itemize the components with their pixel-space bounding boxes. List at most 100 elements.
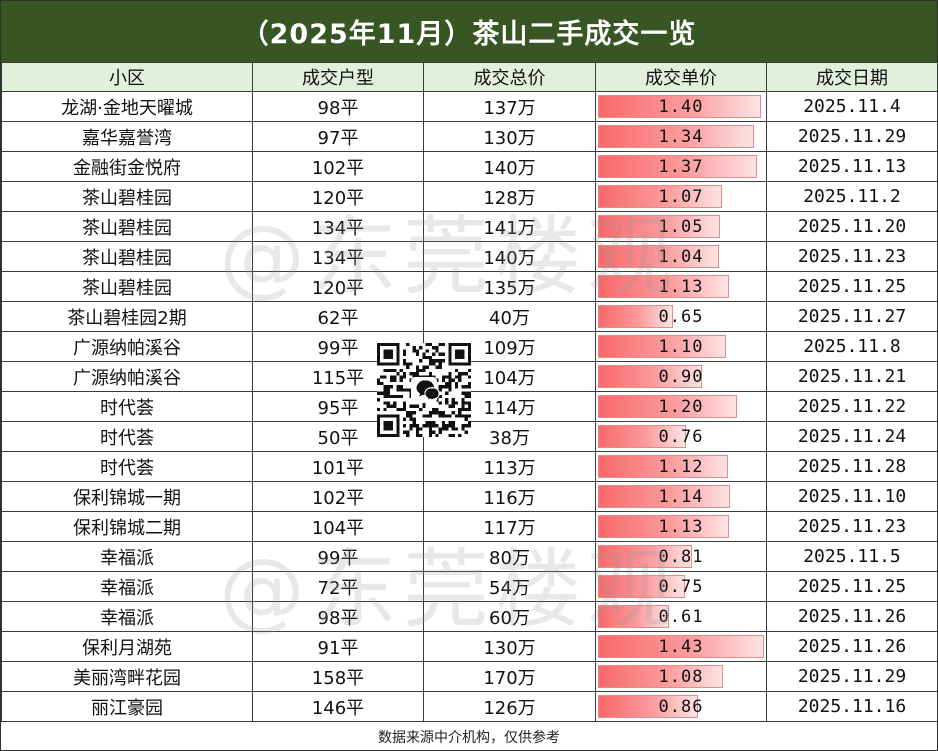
unit-price-data-bar [598,395,737,418]
total-price-cell: 137万 [423,91,596,122]
unit-price-cell: 1.34 [595,121,767,152]
unit-price-cell: 1.10 [595,331,767,362]
unit-price-cell: 1.08 [595,661,767,692]
table-header-row: 小区 成交户型 成交总价 成交单价 成交日期 [1,62,938,92]
table-body: 龙湖·金地天曜城 98平 137万 1.40 2025.11.4 嘉华嘉誉湾 97平 130万… [1,91,938,722]
layout-cell: 102平 [252,151,424,182]
header-layout: 成交户型 [252,62,424,92]
table-row: 美丽湾畔花园 158平 170万 1.08 2025.11.29 [1,661,938,692]
table-row: 保利锦城一期 102平 116万 1.14 2025.11.10 [1,481,938,512]
unit-price-data-bar [598,665,723,688]
page-title: （2025年11月）茶山二手成交一览 [1,1,937,62]
unit-price-value: 1.40 [658,97,704,117]
date-cell: 2025.11.23 [766,241,938,272]
layout-cell: 102平 [252,481,424,512]
unit-price-value: 1.13 [658,277,704,297]
community-cell: 广源纳帕溪谷 [1,361,253,392]
community-cell: 保利锦城二期 [1,511,253,542]
unit-price-value: 0.61 [658,607,704,627]
layout-cell: 62平 [252,301,424,332]
date-cell: 2025.11.29 [766,661,938,692]
total-price-cell: 170万 [423,661,596,692]
unit-price-cell: 1.40 [595,91,767,122]
unit-price-cell: 1.43 [595,631,767,662]
community-cell: 嘉华嘉誉湾 [1,121,253,152]
total-price-cell: 130万 [423,631,596,662]
unit-price-data-bar [598,575,685,598]
layout-cell: 120平 [252,271,424,302]
table-row: 金融街金悦府 102平 140万 1.37 2025.11.13 [1,151,938,182]
date-cell: 2025.11.26 [766,631,938,662]
community-cell: 茶山碧桂园 [1,241,253,272]
unit-price-data-bar [598,155,757,178]
table-row: 保利锦城二期 104平 117万 1.13 2025.11.23 [1,511,938,542]
date-cell: 2025.11.23 [766,511,938,542]
unit-price-value: 0.81 [658,547,704,567]
community-cell: 茶山碧桂园 [1,211,253,242]
total-price-cell: 130万 [423,121,596,152]
total-price-cell: 140万 [423,151,596,182]
header-total-price: 成交总价 [423,62,596,92]
date-cell: 2025.11.22 [766,391,938,422]
community-cell: 金融街金悦府 [1,151,253,182]
unit-price-value: 0.76 [658,427,704,447]
table-row: 幸福派 99平 80万 0.81 2025.11.5 [1,541,938,572]
table-row: 丽江豪园 146平 126万 0.86 2025.11.16 [1,691,938,722]
unit-price-data-bar [598,185,722,208]
total-price-cell: 40万 [423,301,596,332]
date-cell: 2025.11.20 [766,211,938,242]
layout-cell: 115平 [252,361,424,392]
table-row: 茶山碧桂园 134平 141万 1.05 2025.11.20 [1,211,938,242]
date-cell: 2025.11.13 [766,151,938,182]
layout-cell: 101平 [252,451,424,482]
header-community: 小区 [1,62,253,92]
date-cell: 2025.11.16 [766,691,938,722]
unit-price-cell: 1.05 [595,211,767,242]
table-row: 幸福派 98平 60万 0.61 2025.11.26 [1,601,938,632]
unit-price-value: 0.75 [658,577,704,597]
total-price-cell: 116万 [423,481,596,512]
table-row: 茶山碧桂园 120平 128万 1.07 2025.11.2 [1,181,938,212]
unit-price-cell: 1.07 [595,181,767,212]
unit-price-cell: 0.81 [595,541,767,572]
transactions-table: 小区 成交户型 成交总价 成交单价 成交日期 龙湖·金地天曜城 98平 137万 1.… [1,62,938,722]
date-cell: 2025.11.21 [766,361,938,392]
unit-price-data-bar [598,305,673,328]
date-cell: 2025.11.29 [766,121,938,152]
unit-price-cell: 1.13 [595,511,767,542]
unit-price-value: 1.07 [658,187,704,207]
date-cell: 2025.11.2 [766,181,938,212]
total-price-cell: 140万 [423,241,596,272]
layout-cell: 72平 [252,571,424,602]
unit-price-data-bar [598,455,728,478]
community-cell: 幸福派 [1,541,253,572]
community-cell: 茶山碧桂园 [1,181,253,212]
community-cell: 丽江豪园 [1,691,253,722]
date-cell: 2025.11.4 [766,91,938,122]
date-cell: 2025.11.25 [766,571,938,602]
date-cell: 2025.11.8 [766,331,938,362]
community-cell: 时代荟 [1,451,253,482]
layout-cell: 134平 [252,211,424,242]
unit-price-value: 1.05 [658,217,704,237]
layout-cell: 98平 [252,601,424,632]
unit-price-value: 1.10 [658,337,704,357]
unit-price-value: 1.37 [658,157,704,177]
unit-price-cell: 0.61 [595,601,767,632]
table-row: 茶山碧桂园2期 62平 40万 0.65 2025.11.27 [1,301,938,332]
unit-price-cell: 1.04 [595,241,767,272]
unit-price-data-bar [598,485,730,508]
community-cell: 保利月湖苑 [1,631,253,662]
unit-price-cell: 0.76 [595,421,767,452]
unit-price-data-bar [598,515,729,538]
table-row: 广源纳帕溪谷 99平 109万 1.10 2025.11.8 [1,331,938,362]
community-cell: 龙湖·金地天曜城 [1,91,253,122]
total-price-cell: 128万 [423,181,596,212]
layout-cell: 146平 [252,691,424,722]
table-row: 时代荟 50平 38万 0.76 2025.11.24 [1,421,938,452]
table-row: 茶山碧桂园 134平 140万 1.04 2025.11.23 [1,241,938,272]
unit-price-value: 0.90 [658,367,704,387]
unit-price-cell: 0.75 [595,571,767,602]
unit-price-cell: 1.14 [595,481,767,512]
